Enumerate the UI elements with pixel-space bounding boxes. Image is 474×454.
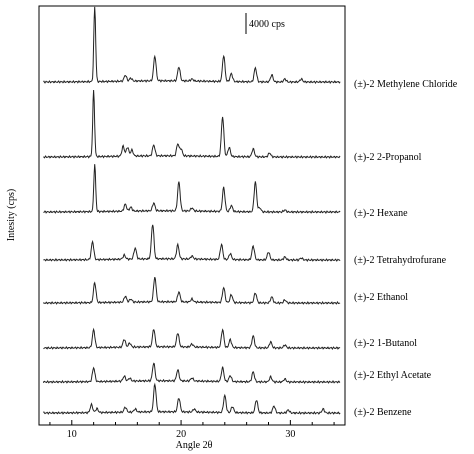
x-axis-label: Angle 2θ bbox=[176, 440, 213, 451]
trace-1 bbox=[43, 6, 341, 84]
trace-5 bbox=[42, 276, 341, 305]
x-tick-label-20: 20 bbox=[176, 429, 186, 440]
trace-label-2: (±)-2 2-Propanol bbox=[354, 152, 422, 163]
scale-bar-label: 4000 cps bbox=[249, 19, 285, 30]
y-axis-label: Intesity (cps) bbox=[6, 189, 17, 242]
x-tick-label-10: 10 bbox=[67, 429, 77, 440]
trace-4 bbox=[43, 224, 341, 262]
trace-8 bbox=[43, 382, 341, 415]
trace-label-5: (±)-2 Ethanol bbox=[354, 292, 408, 303]
trace-labels: (±)-2 Methylene Chloride (±)-2 2-Propanol… bbox=[354, 79, 458, 418]
trace-3 bbox=[43, 164, 341, 214]
trace-label-4: (±)-2 Tetrahydrofurane bbox=[354, 255, 447, 266]
trace-label-6: (±)-2 1-Butanol bbox=[354, 338, 417, 349]
trace-label-1: (±)-2 Methylene Chloride bbox=[354, 79, 458, 90]
x-axis-ticks: 10 20 30 bbox=[49, 420, 335, 440]
trace-2 bbox=[43, 89, 341, 159]
x-tick-label-30: 30 bbox=[285, 429, 295, 440]
trace-label-7: (±)-2 Ethyl Acetate bbox=[354, 370, 432, 381]
trace-label-8: (±)-2 Benzene bbox=[354, 407, 412, 418]
trace-label-3: (±)-2 Hexane bbox=[354, 208, 408, 219]
traces bbox=[42, 6, 341, 415]
trace-6 bbox=[43, 327, 341, 350]
plot-frame bbox=[38, 5, 346, 426]
trace-7 bbox=[42, 362, 341, 384]
